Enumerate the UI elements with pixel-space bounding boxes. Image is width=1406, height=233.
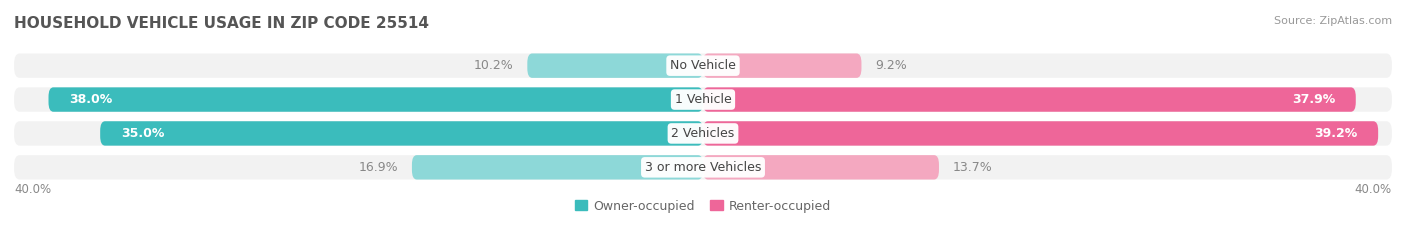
Text: HOUSEHOLD VEHICLE USAGE IN ZIP CODE 25514: HOUSEHOLD VEHICLE USAGE IN ZIP CODE 2551…	[14, 16, 429, 31]
FancyBboxPatch shape	[14, 121, 1392, 146]
Text: 39.2%: 39.2%	[1315, 127, 1358, 140]
FancyBboxPatch shape	[48, 87, 703, 112]
Text: 2 Vehicles: 2 Vehicles	[672, 127, 734, 140]
Text: 16.9%: 16.9%	[359, 161, 398, 174]
FancyBboxPatch shape	[703, 87, 1355, 112]
FancyBboxPatch shape	[14, 155, 1392, 180]
FancyBboxPatch shape	[14, 53, 1392, 78]
Text: 10.2%: 10.2%	[474, 59, 513, 72]
FancyBboxPatch shape	[703, 53, 862, 78]
FancyBboxPatch shape	[703, 121, 1378, 146]
FancyBboxPatch shape	[14, 87, 1392, 112]
Text: 35.0%: 35.0%	[121, 127, 165, 140]
FancyBboxPatch shape	[703, 155, 939, 180]
Text: No Vehicle: No Vehicle	[671, 59, 735, 72]
FancyBboxPatch shape	[412, 155, 703, 180]
Text: 38.0%: 38.0%	[69, 93, 112, 106]
Text: 13.7%: 13.7%	[953, 161, 993, 174]
FancyBboxPatch shape	[527, 53, 703, 78]
Text: 1 Vehicle: 1 Vehicle	[675, 93, 731, 106]
FancyBboxPatch shape	[100, 121, 703, 146]
Text: 40.0%: 40.0%	[14, 183, 51, 196]
Legend: Owner-occupied, Renter-occupied: Owner-occupied, Renter-occupied	[569, 195, 837, 218]
Text: Source: ZipAtlas.com: Source: ZipAtlas.com	[1274, 16, 1392, 26]
Text: 37.9%: 37.9%	[1292, 93, 1336, 106]
Text: 9.2%: 9.2%	[875, 59, 907, 72]
Text: 3 or more Vehicles: 3 or more Vehicles	[645, 161, 761, 174]
Text: 40.0%: 40.0%	[1355, 183, 1392, 196]
